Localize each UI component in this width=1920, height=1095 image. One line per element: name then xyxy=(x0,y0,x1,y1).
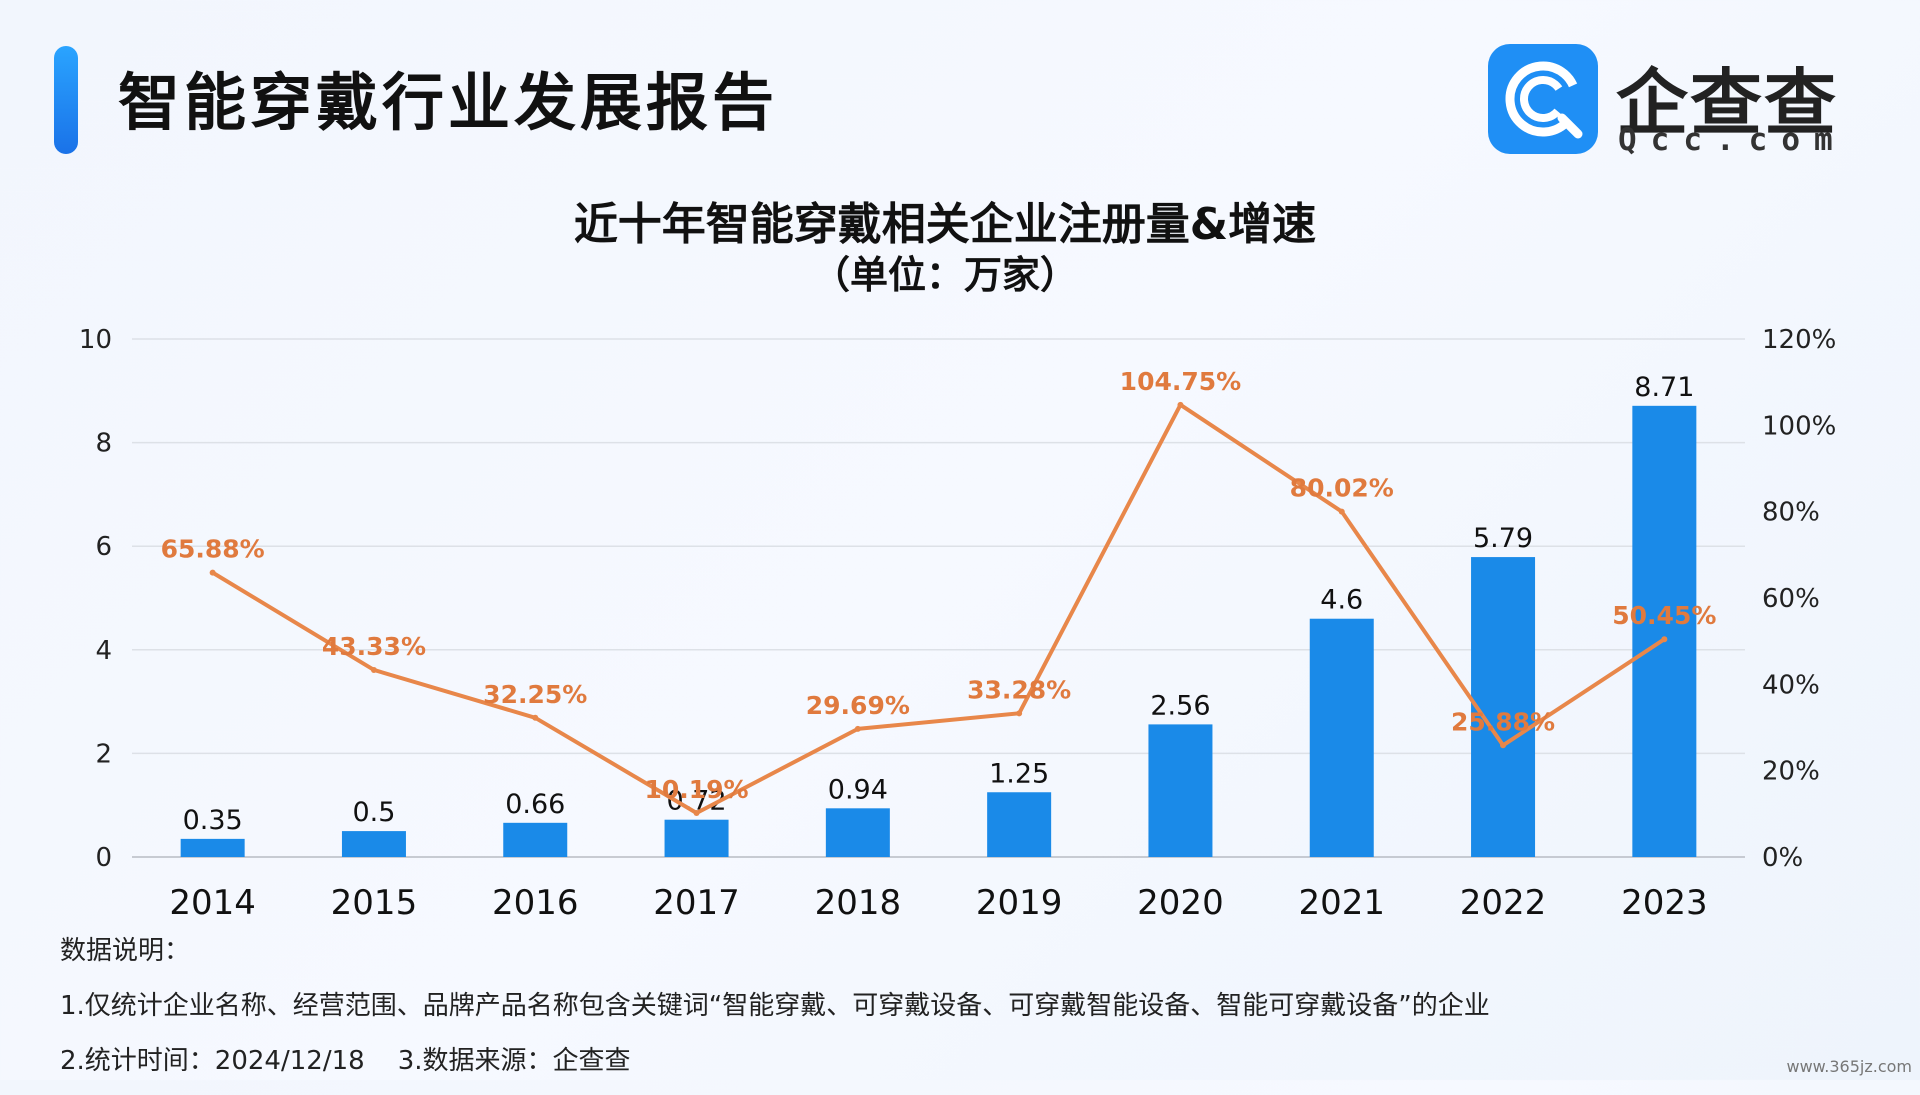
bar-data-label: 0.66 xyxy=(505,789,565,820)
bar xyxy=(1632,405,1697,857)
growth-rate-point xyxy=(370,666,377,673)
x-tick-label: 2017 xyxy=(653,883,740,920)
logo-text-cn: 企查查 xyxy=(1616,61,1839,145)
bar xyxy=(180,838,245,857)
bar xyxy=(825,808,890,857)
growth-rate-point xyxy=(854,725,861,732)
bar xyxy=(987,792,1052,857)
growth-rate-point xyxy=(1500,742,1507,749)
x-tick-label: 2018 xyxy=(815,883,902,920)
growth-rate-point xyxy=(532,714,539,721)
bar-data-label: 0.94 xyxy=(828,774,888,805)
bar-data-label: 4.6 xyxy=(1320,585,1363,616)
combo-chart: 02468100%20%40%60%80%100%120%0.3520140.5… xyxy=(79,325,1836,920)
growth-rate-point xyxy=(1338,508,1345,515)
y-right-tick-label: 60% xyxy=(1762,584,1820,614)
growth-rate-point xyxy=(1661,636,1668,643)
y-right-tick-label: 80% xyxy=(1762,498,1820,528)
y-left-tick-label: 2 xyxy=(95,739,112,769)
growth-rate-label: 33.28% xyxy=(967,675,1071,704)
x-tick-label: 2023 xyxy=(1621,883,1708,920)
growth-rate-label: 32.25% xyxy=(483,680,587,709)
bar-data-label: 5.79 xyxy=(1473,523,1533,554)
x-tick-label: 2021 xyxy=(1298,883,1385,920)
bar xyxy=(503,822,568,857)
growth-rate-point xyxy=(693,810,700,817)
notes-line-2: 2.统计时间：2024/12/18 3.数据来源：企查查 xyxy=(60,1046,631,1076)
chart-title: 近十年智能穿戴相关企业注册量&增速 xyxy=(573,199,1317,250)
y-right-tick-label: 40% xyxy=(1762,670,1820,700)
data-notes: 数据说明： 1.仅统计企业名称、经营范围、品牌产品名称包含关键词“智能穿戴、可穿… xyxy=(60,930,1490,1095)
y-left-tick-label: 8 xyxy=(95,429,112,459)
x-tick-label: 2022 xyxy=(1460,883,1547,920)
bar-data-label: 2.56 xyxy=(1150,690,1210,721)
logo-text-en: Qcc.com xyxy=(1618,122,1847,158)
y-right-tick-label: 100% xyxy=(1762,411,1836,441)
y-left-tick-label: 6 xyxy=(95,532,112,562)
y-left-tick-label: 0 xyxy=(95,843,112,873)
x-tick-label: 2019 xyxy=(976,883,1063,920)
bar xyxy=(341,831,406,857)
bar xyxy=(664,819,729,857)
bar xyxy=(1309,618,1374,857)
watermark: www.365jz.com xyxy=(1786,1057,1912,1076)
growth-rate-label: 29.69% xyxy=(806,691,910,720)
bar-data-label: 0.5 xyxy=(352,797,395,828)
growth-rate-point xyxy=(1177,401,1184,408)
growth-rate-point xyxy=(209,569,216,576)
growth-rate-point xyxy=(1016,710,1023,717)
y-right-tick-label: 0% xyxy=(1762,843,1803,873)
growth-rate-label: 80.02% xyxy=(1290,474,1394,503)
notes-heading: 数据说明： xyxy=(60,936,191,966)
growth-rate-label: 65.88% xyxy=(161,535,265,564)
qcc-logo-icon xyxy=(1488,44,1598,154)
growth-rate-label: 43.33% xyxy=(322,632,426,661)
title-accent-bar xyxy=(54,46,78,154)
x-tick-label: 2020 xyxy=(1137,883,1224,920)
growth-rate-label: 50.45% xyxy=(1612,601,1716,630)
bar xyxy=(1471,557,1536,857)
y-left-tick-label: 10 xyxy=(79,325,112,355)
growth-rate-label: 25.88% xyxy=(1451,707,1555,736)
bar xyxy=(1148,724,1213,857)
growth-rate-label: 104.75% xyxy=(1120,367,1242,396)
growth-rate-line xyxy=(211,402,1666,816)
x-tick-label: 2015 xyxy=(331,883,418,920)
y-right-tick-label: 120% xyxy=(1762,325,1836,355)
bar-data-label: 1.25 xyxy=(989,758,1049,789)
chart-subtitle: （单位：万家） xyxy=(811,253,1078,297)
page-title: 智能穿戴行业发展报告 xyxy=(118,66,779,139)
bar-data-label: 0.35 xyxy=(183,805,243,836)
y-right-tick-label: 20% xyxy=(1762,757,1820,787)
qcc-logo: 企查查 Qcc.com xyxy=(1488,44,1848,158)
x-tick-label: 2016 xyxy=(492,883,579,920)
y-left-tick-label: 4 xyxy=(95,636,112,666)
growth-rate-label: 10.19% xyxy=(644,775,748,804)
notes-line-1: 1.仅统计企业名称、经营范围、品牌产品名称包含关键词“智能穿戴、可穿戴设备、可穿… xyxy=(60,991,1490,1021)
x-tick-label: 2014 xyxy=(169,883,256,920)
bar-data-label: 8.71 xyxy=(1634,372,1694,403)
